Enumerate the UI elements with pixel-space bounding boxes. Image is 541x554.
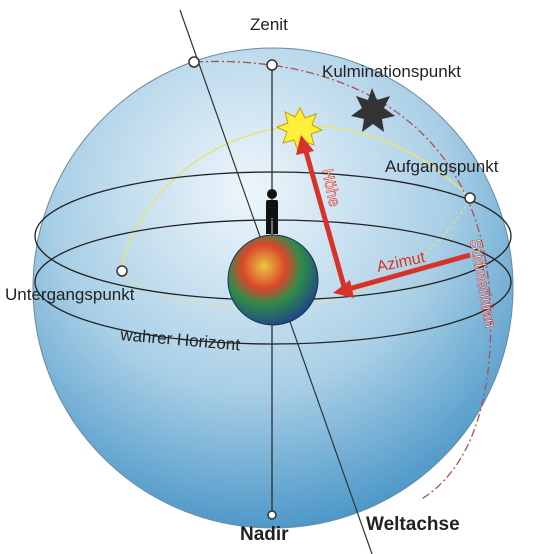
culmination-label: Kulminationspunkt — [322, 62, 461, 81]
rise-point — [465, 193, 475, 203]
set-label: Untergangspunkt — [5, 285, 135, 304]
page: {"labels": {"zenit": "Zenit", "kulminati… — [0, 0, 541, 554]
nadir-point — [268, 511, 276, 519]
zenith-label: Zenit — [250, 15, 288, 34]
pole-point — [189, 57, 199, 67]
earth — [228, 235, 318, 325]
nadir-label: Nadir — [240, 524, 289, 545]
set-point — [117, 266, 127, 276]
horizon-diagram: Zenit Kulminationspunkt Aufgangspunkt Hö… — [0, 0, 541, 554]
axis-label: Weltachse — [366, 514, 460, 535]
zenith-point — [267, 60, 277, 70]
rise-label: Aufgangspunkt — [385, 157, 499, 176]
